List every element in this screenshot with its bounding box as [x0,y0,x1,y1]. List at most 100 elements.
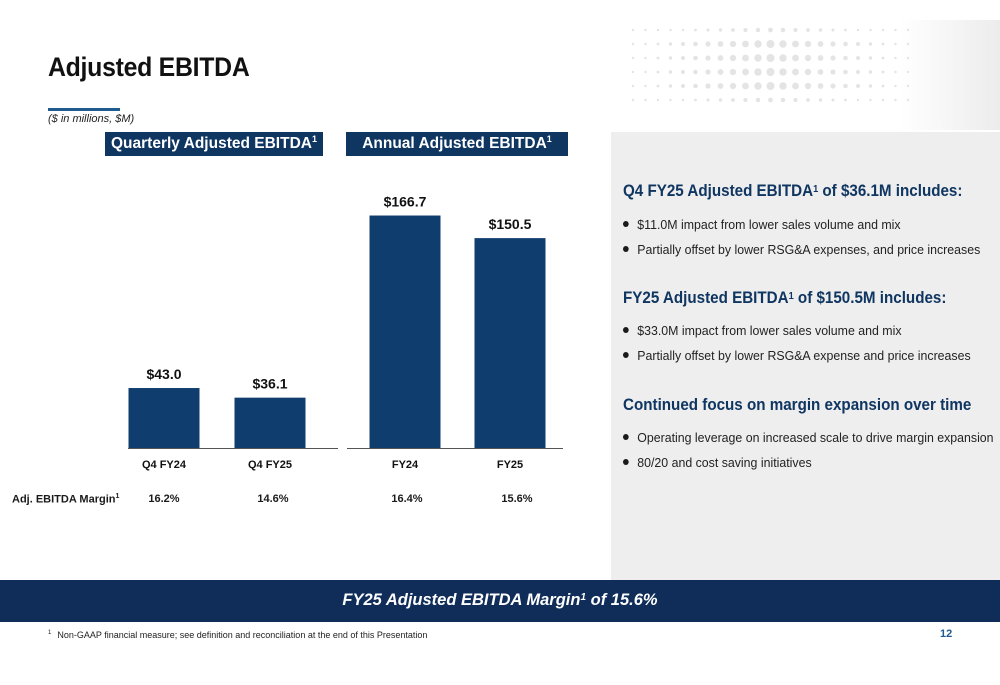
decorative-dot [644,84,647,88]
footer-text-part: FY25 Adjusted EBITDA Margin [342,591,581,609]
annual-chart-header: Annual Adjusted EBITDA1 [346,132,568,156]
decorative-dot [731,28,735,32]
decorative-dot [806,98,810,102]
decorative-dot [656,42,660,46]
decorative-dot [705,55,711,61]
decorative-dot [705,69,711,75]
decorative-dot [844,28,847,32]
page-number: 12 [940,628,953,640]
margin-value-q4fy24: 16.2% [148,493,180,505]
decorative-dot [754,68,762,76]
decorative-dot [792,68,799,76]
decorative-dot [817,41,824,47]
decorative-dot [717,69,724,75]
decorative-dot [742,54,749,62]
decorative-dot [755,27,761,33]
footnote: 1 Non-GAAP financial measure; see definit… [48,630,427,640]
bullet-item: 80/20 and cost saving initiatives [623,455,812,470]
decorative-dot [881,56,885,60]
bullet-icon [623,458,629,465]
decorative-dot [868,42,873,46]
decorative-dot [779,68,787,76]
decorative-dot [843,55,848,61]
bullet-item: $11.0M impact from lower sales volume an… [623,217,901,232]
decorative-dot [668,70,673,74]
decorative-dot [881,70,885,74]
decorative-dot [856,42,860,46]
decorative-dot [681,84,685,88]
decorative-dot [804,68,812,76]
decorative-dot [742,68,749,76]
decorative-dot [729,68,737,76]
bar-fy24 [369,215,441,448]
decorative-dot [831,98,835,102]
decorative-dot [869,98,872,102]
decorative-dot [843,69,848,75]
decorative-dot [830,55,836,61]
bullet-item: Partially offset by lower RSG&A expenses… [623,242,980,257]
decorative-dot [668,42,673,46]
decorative-dot [766,54,775,62]
decorative-dot [768,27,773,33]
margin-value-fy24: 16.4% [391,493,423,505]
decorative-dot [729,40,737,48]
bar-fy25 [474,238,546,448]
ebitda-bar-chart: $43.0 Q4 FY24 $36.1 Q4 FY25 $166.7 FY24 $150.5… [128,194,563,471]
decorative-dot [717,83,724,89]
bar-value-label: $150.5 [489,216,532,232]
bullet-text: $11.0M impact from lower sales volume an… [637,217,901,232]
decorative-dot [754,82,762,90]
margin-label-text: Adj. EBITDA Margin [12,493,116,506]
decorative-dot [669,98,672,102]
decorative-dot [631,84,635,88]
decorative-dot [644,42,647,46]
category-tick-label: Q4 FY24 [142,459,187,471]
category-tick-label: Q4 FY25 [248,459,292,471]
decorative-gradient [900,20,1000,130]
margin-value-fy25: 15.6% [501,493,533,505]
section-title-q4: Q4 FY25 Adjusted EBITDA1 of $36.1M inclu… [623,182,962,201]
highlights-panel: Q4 FY25 Adjusted EBITDA1 of $36.1M inclu… [611,132,1000,580]
bar-q4-fy25 [234,397,306,448]
section-title-margin-focus: Continued focus on margin expansion over… [623,396,971,415]
decorative-dot [668,56,673,60]
decorative-dot [693,55,698,61]
decorative-dot [644,28,647,32]
decorative-dot [779,82,787,90]
quarterly-chart-header: Quarterly Adjusted EBITDA1 [105,132,323,156]
decorative-dot [804,54,812,62]
decorative-dot [644,70,647,74]
decorative-dot [768,97,773,103]
bullet-item: Operating leverage on increased scale to… [623,430,994,445]
units-note: ($ in millions, $M) [48,113,135,125]
decorative-dot [881,42,885,46]
decorative-dot [779,54,787,62]
decorative-dot [656,56,660,60]
decorative-dot [881,28,885,32]
bullet-text: Operating leverage on increased scale to… [637,430,994,445]
decorative-dot [681,70,685,74]
decorative-dot [729,82,737,90]
decorative-dot [868,70,873,74]
decorative-dot [681,56,685,60]
decorative-dot [706,98,710,102]
decorative-dot [731,98,735,102]
bar-q4-fy24 [128,388,200,448]
decorative-dot [894,98,897,102]
decorative-dot [681,42,685,46]
decorative-dot [843,41,848,47]
decorative-dot [644,56,647,60]
decorative-dot [706,28,710,32]
decorative-dot [894,84,897,88]
decorative-dot [818,28,823,32]
decorative-dot [881,84,885,88]
decorative-dot [831,28,835,32]
decorative-dot [693,83,698,89]
decorative-dot [830,83,836,89]
decorative-dot [705,41,711,47]
section-title-text: of $150.5M includes: [793,289,947,307]
bullet-text: Partially offset by lower RSG&A expenses… [637,242,981,257]
footer-banner-text: FY25 Adjusted EBITDA Margin1 of 15.6% [0,591,1000,610]
section-title-text: Continued focus on margin expansion over… [623,396,972,414]
decorative-dot [743,27,748,33]
